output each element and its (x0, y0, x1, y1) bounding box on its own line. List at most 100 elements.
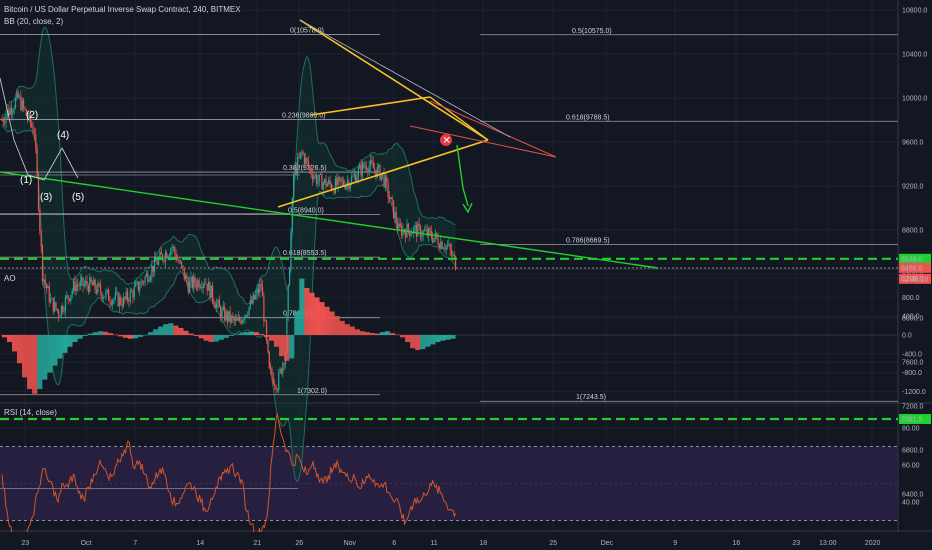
candle-body (392, 200, 395, 218)
ao-bar (367, 332, 369, 335)
ao-bar (37, 335, 39, 390)
candle-body (193, 276, 195, 288)
candle-body (79, 280, 81, 287)
candle-body (376, 167, 378, 177)
ao-bar (133, 335, 135, 339)
ao-bar (384, 332, 386, 335)
candle-body (268, 351, 270, 369)
ao-bar (398, 334, 400, 336)
ao-bar (109, 333, 111, 335)
ao-bar (382, 332, 384, 335)
ao-bar (359, 331, 361, 335)
ao-bar (447, 335, 449, 340)
candle-body (144, 276, 146, 283)
price-badge (899, 253, 931, 264)
candle-body (259, 283, 261, 293)
triangle-upper-line (299, 19, 489, 141)
ao-bar (356, 329, 358, 335)
ao-bar (12, 335, 14, 352)
candle-body (125, 291, 127, 299)
ao-bar (207, 335, 209, 341)
candle-body (207, 282, 210, 291)
candle-body (27, 115, 29, 119)
ao-bar (242, 333, 244, 335)
ao-bar (291, 335, 293, 359)
fib-level-label: 0(10578.0) (290, 27, 324, 34)
ao-bar (192, 333, 194, 335)
candle-body (16, 92, 18, 100)
ao-bar (228, 335, 230, 336)
candle-body (31, 122, 33, 127)
price-tick: 10400.0 (902, 52, 927, 59)
trendlines[interactable]: ✕ (0, 19, 898, 421)
candle-body (303, 154, 305, 165)
candle-body (52, 298, 54, 312)
candle-body (218, 300, 220, 308)
candle-body (236, 318, 238, 321)
candle-body (98, 283, 100, 286)
candle-body (340, 177, 342, 182)
ao-bar (366, 332, 368, 335)
candle-body (99, 285, 102, 293)
ao-bar (74, 335, 76, 343)
ao-bar (280, 335, 282, 357)
ao-bar (405, 335, 407, 343)
ao-tick: 1200.0 (902, 276, 924, 283)
candle-body (232, 315, 234, 318)
ao-bar (284, 335, 286, 361)
candle-body (333, 189, 335, 194)
candle-body (452, 254, 454, 256)
ao-bar (352, 326, 354, 335)
ao-bar (353, 326, 355, 335)
candle-body (418, 223, 420, 226)
ao-bar (90, 333, 92, 335)
candle-body (91, 282, 94, 286)
ao-bar (15, 335, 17, 352)
ao-bar (394, 333, 396, 335)
ao-bar (437, 335, 439, 343)
ao-bar (113, 334, 115, 336)
ao-bar (401, 335, 403, 338)
ao-bar (349, 326, 351, 335)
ao-bar (24, 335, 26, 378)
candle-body (237, 317, 239, 321)
ao-bar (417, 335, 419, 351)
ao-bar (188, 333, 190, 335)
breakdown-marker-x: ✕ (443, 136, 451, 147)
ao-bar (410, 335, 412, 349)
ao-bar (171, 323, 173, 335)
ao-bar (332, 311, 334, 335)
fibonacci-levels: 0(10578.0) 0.236(9805.0) 0.382(9326.5) 0.5(… (0, 27, 898, 489)
ao-bar (341, 320, 343, 335)
ao-bar (211, 335, 213, 343)
candle-body (245, 314, 247, 316)
bb-upper (1, 26, 456, 305)
candle-body (320, 174, 322, 175)
ao-bar (213, 335, 215, 342)
ao-bar (94, 332, 96, 335)
price-badge-label: 7081.5 (901, 417, 923, 424)
candle-body (433, 237, 435, 243)
ao-bar (68, 335, 70, 347)
candle-body (114, 292, 116, 299)
ao-bar (270, 335, 272, 341)
candle-body (128, 299, 130, 302)
ao-bar (307, 288, 309, 335)
ao-bar (400, 335, 402, 338)
candle-body (56, 308, 58, 311)
time-axis-bg (0, 532, 932, 550)
candle-body (322, 182, 324, 190)
rsi-band-fill (0, 446, 898, 521)
candle-body (1, 120, 3, 121)
candle-body (286, 315, 288, 354)
candle-body (329, 180, 331, 184)
candle-body (195, 284, 197, 288)
candle-body (183, 268, 185, 279)
ao-bar (117, 335, 119, 337)
ao-bar (283, 335, 285, 357)
ao-bar (450, 335, 452, 339)
candle-body (148, 279, 150, 282)
ao-bar (244, 332, 246, 335)
ao-bar (97, 331, 99, 335)
